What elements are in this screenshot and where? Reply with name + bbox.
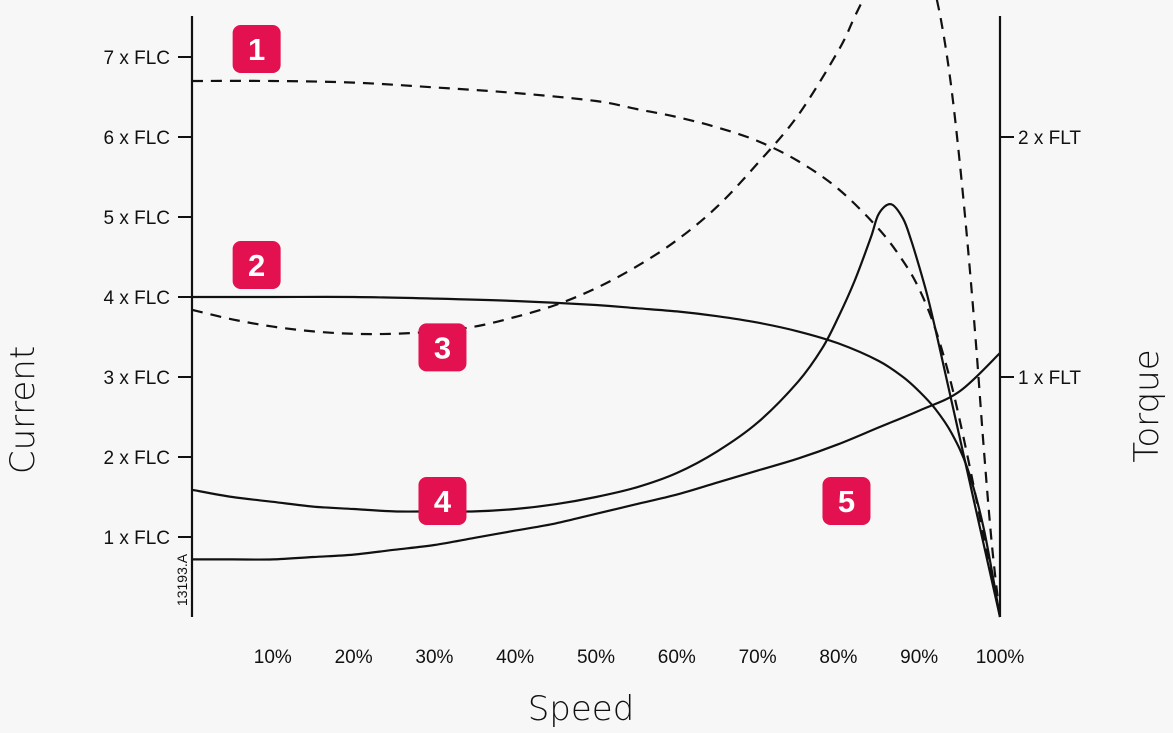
badge-number: 2 [248,248,265,283]
x-tick-label: 100% [976,647,1025,668]
curve-badge-2: 2 [232,241,281,289]
x-tick-label: 70% [739,647,777,668]
y-tick-label: 2 x FLC [103,448,170,469]
badges-layer: 1 2 3 4 5 [232,25,871,525]
curve-4 [191,203,1002,618]
y-tick-label: 5 x FLC [103,208,170,229]
x-tick-label: 60% [658,647,696,668]
badge-box [822,477,871,525]
curve-badge-3: 3 [418,323,467,372]
y2-tick-label: 2 x FLT [1018,128,1081,149]
y-tick-label: 7 x FLC [103,48,170,69]
x-tick-label: 50% [577,647,615,668]
curve-badge-1: 1 [232,25,281,73]
curves-layer [191,0,1002,618]
curve-3 [191,0,1002,618]
badge-box [232,25,281,73]
curve-badge-5: 5 [822,477,871,525]
curve-2 [192,295,1002,618]
y-tick-label: 4 x FLC [103,288,170,309]
badge-number: 3 [434,330,451,365]
curve-1 [191,79,1002,618]
badge-box [418,477,467,525]
ticks-layer: 10% 20% 30% 40% 50% 60% 70% 80% 90% 100% 1 x FLC 2 … [103,48,1081,668]
badge-box [232,241,281,289]
y-tick-label: 6 x FLC [103,128,170,149]
x-tick-label: 30% [415,647,453,668]
y-tick-label: 1 x FLC [103,528,170,549]
badge-number: 1 [248,32,265,67]
x-tick-label: 20% [335,647,373,668]
badge-box [418,323,467,372]
axes-layer [190,16,1002,617]
y2-axis-title: Torque [1127,349,1167,462]
x-axis-title: Speed [528,689,635,729]
curve-5 [192,352,1001,561]
x-tick-label: 90% [900,647,938,668]
x-tick-label: 80% [819,647,857,668]
badge-number: 5 [838,484,855,519]
curve-badge-4: 4 [418,477,467,525]
x-tick-label: 40% [496,647,534,668]
y-axis-title: Current [3,346,43,474]
y-tick-label: 3 x FLC [103,368,170,389]
x-tick-label: 10% [254,647,292,668]
figure-id: 13193.A [174,553,190,606]
y2-tick-label: 1 x FLT [1018,368,1081,389]
badge-number: 4 [434,484,452,519]
